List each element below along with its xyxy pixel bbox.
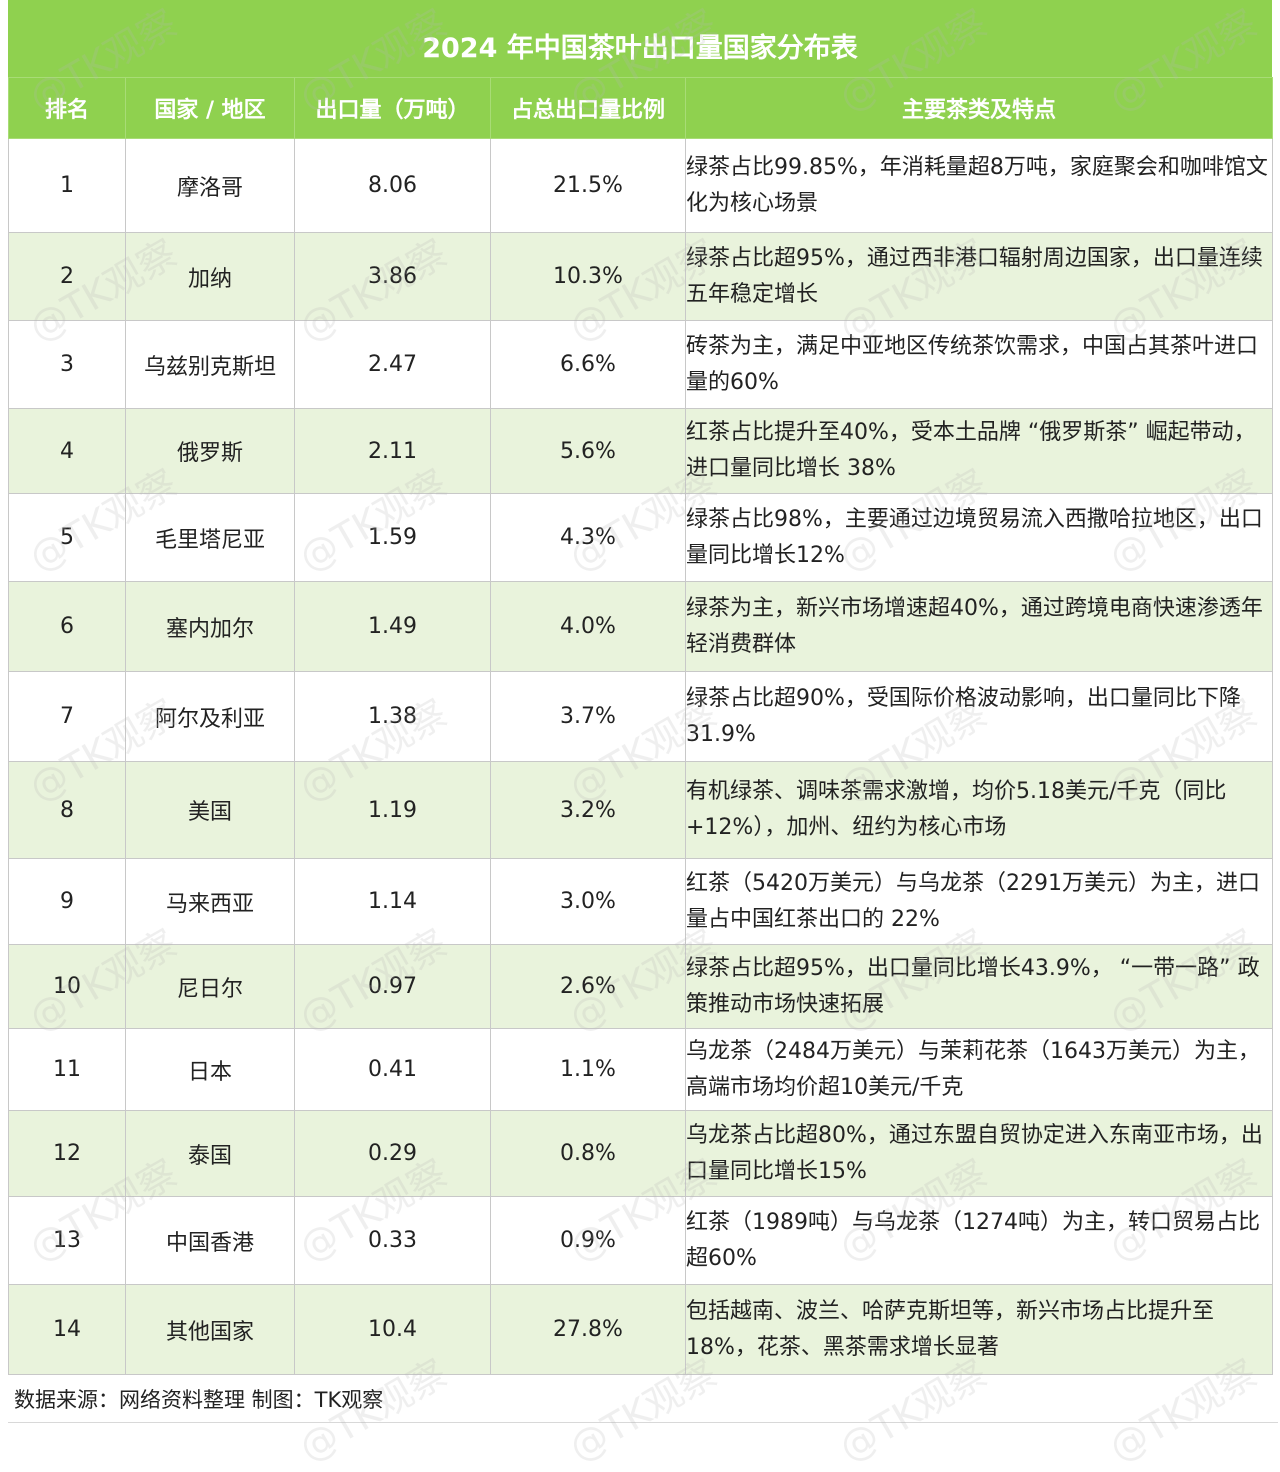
volume-cell: 1.38: [295, 672, 491, 762]
features-cell: 绿茶占比超95%，通过西非港口辐射周边国家，出口量连续五年稳定增长: [686, 233, 1273, 321]
features-cell: 绿茶占比99.85%，年消耗量超8万吨，家庭聚会和咖啡馆文化为核心场景: [686, 139, 1273, 233]
share-cell: 6.6%: [491, 321, 686, 409]
table-row: 2 加纳 3.86 10.3% 绿茶占比超95%，通过西非港口辐射周边国家，出口量连续五…: [9, 233, 1273, 321]
header-row: 排名 国家 / 地区 出口量（万吨） 占总出口量比例 主要茶类及特点: [9, 78, 1273, 139]
features-cell: 绿茶为主，新兴市场增速超40%，通过跨境电商快速渗透年轻消费群体: [686, 582, 1273, 672]
table-row: 13 中国香港 0.33 0.9% 红茶（1989吨）与乌龙茶（1274吨）为主，转口贸…: [9, 1197, 1273, 1285]
share-cell: 4.0%: [491, 582, 686, 672]
country-cell: 毛里塔尼亚: [126, 494, 295, 582]
volume-cell: 0.41: [295, 1029, 491, 1111]
volume-cell: 0.97: [295, 945, 491, 1029]
country-cell: 其他国家: [126, 1285, 295, 1375]
rank-cell: 13: [9, 1197, 126, 1285]
volume-cell: 0.29: [295, 1111, 491, 1197]
tea-export-sheet: 2024 年中国茶叶出口量国家分布表 排名 国家 / 地区 出口量（万吨） 占总…: [8, 0, 1272, 1432]
table-row: 10 尼日尔 0.97 2.6% 绿茶占比超95%，出口量同比增长43.9%， “一带一…: [9, 945, 1273, 1029]
features-cell: 包括越南、波兰、哈萨克斯坦等，新兴市场占比提升至18%，花茶、黑茶需求增长显著: [686, 1285, 1273, 1375]
share-cell: 3.7%: [491, 672, 686, 762]
table-row: 11 日本 0.41 1.1% 乌龙茶（2484万美元）与茉莉花茶（1643万美元）为主…: [9, 1029, 1273, 1111]
volume-cell: 1.14: [295, 859, 491, 945]
features-cell: 红茶占比提升至40%，受本土品牌 “俄罗斯茶” 崛起带动，进口量同比增长 38%: [686, 409, 1273, 494]
country-cell: 中国香港: [126, 1197, 295, 1285]
source-footer: 数据来源：网络资料整理 制图：TK观察: [8, 1376, 1278, 1423]
share-cell: 3.2%: [491, 762, 686, 859]
share-cell: 0.9%: [491, 1197, 686, 1285]
country-cell: 乌兹别克斯坦: [126, 321, 295, 409]
volume-cell: 10.4: [295, 1285, 491, 1375]
features-cell: 绿茶占比超90%，受国际价格波动影响，出口量同比下降31.9%: [686, 672, 1273, 762]
share-cell: 21.5%: [491, 139, 686, 233]
country-cell: 马来西亚: [126, 859, 295, 945]
volume-cell: 1.59: [295, 494, 491, 582]
country-cell: 摩洛哥: [126, 139, 295, 233]
rank-cell: 3: [9, 321, 126, 409]
country-cell: 日本: [126, 1029, 295, 1111]
rank-cell: 9: [9, 859, 126, 945]
table-row: 8 美国 1.19 3.2% 有机绿茶、调味茶需求激增，均价5.18美元/千克（同比+1…: [9, 762, 1273, 859]
features-cell: 有机绿茶、调味茶需求激增，均价5.18美元/千克（同比+12%），加州、纽约为核…: [686, 762, 1273, 859]
country-cell: 塞内加尔: [126, 582, 295, 672]
country-cell: 加纳: [126, 233, 295, 321]
table-row: 4 俄罗斯 2.11 5.6% 红茶占比提升至40%，受本土品牌 “俄罗斯茶” 崛起带动…: [9, 409, 1273, 494]
rank-cell: 11: [9, 1029, 126, 1111]
country-cell: 俄罗斯: [126, 409, 295, 494]
features-cell: 绿茶占比超95%，出口量同比增长43.9%， “一带一路” 政策推动市场快速拓展: [686, 945, 1273, 1029]
header-rank: 排名: [9, 78, 126, 139]
features-cell: 砖茶为主，满足中亚地区传统茶饮需求，中国占其茶叶进口量的60%: [686, 321, 1273, 409]
header-volume: 出口量（万吨）: [295, 78, 491, 139]
features-cell: 乌龙茶（2484万美元）与茉莉花茶（1643万美元）为主，高端市场均价超10美元…: [686, 1029, 1273, 1111]
country-cell: 阿尔及利亚: [126, 672, 295, 762]
export-table: 排名 国家 / 地区 出口量（万吨） 占总出口量比例 主要茶类及特点 1 摩洛哥 8…: [8, 77, 1273, 1375]
rank-cell: 7: [9, 672, 126, 762]
header-country: 国家 / 地区: [126, 78, 295, 139]
share-cell: 27.8%: [491, 1285, 686, 1375]
features-cell: 红茶（5420万美元）与乌龙茶（2291万美元）为主，进口量占中国红茶出口的 2…: [686, 859, 1273, 945]
share-cell: 4.3%: [491, 494, 686, 582]
volume-cell: 3.86: [295, 233, 491, 321]
volume-cell: 1.49: [295, 582, 491, 672]
share-cell: 0.8%: [491, 1111, 686, 1197]
rank-cell: 14: [9, 1285, 126, 1375]
volume-cell: 2.11: [295, 409, 491, 494]
table-row: 3 乌兹别克斯坦 2.47 6.6% 砖茶为主，满足中亚地区传统茶饮需求，中国占其茶叶进…: [9, 321, 1273, 409]
rank-cell: 2: [9, 233, 126, 321]
volume-cell: 0.33: [295, 1197, 491, 1285]
volume-cell: 2.47: [295, 321, 491, 409]
country-cell: 尼日尔: [126, 945, 295, 1029]
country-cell: 泰国: [126, 1111, 295, 1197]
table-row: 7 阿尔及利亚 1.38 3.7% 绿茶占比超90%，受国际价格波动影响，出口量同比下降…: [9, 672, 1273, 762]
header-share: 占总出口量比例: [491, 78, 686, 139]
country-cell: 美国: [126, 762, 295, 859]
rank-cell: 12: [9, 1111, 126, 1197]
table-row: 9 马来西亚 1.14 3.0% 红茶（5420万美元）与乌龙茶（2291万美元）为主，…: [9, 859, 1273, 945]
volume-cell: 8.06: [295, 139, 491, 233]
share-cell: 2.6%: [491, 945, 686, 1029]
volume-cell: 1.19: [295, 762, 491, 859]
table-row: 6 塞内加尔 1.49 4.0% 绿茶为主，新兴市场增速超40%，通过跨境电商快速渗透年…: [9, 582, 1273, 672]
share-cell: 10.3%: [491, 233, 686, 321]
table-row: 5 毛里塔尼亚 1.59 4.3% 绿茶占比98%，主要通过边境贸易流入西撒哈拉地区，出…: [9, 494, 1273, 582]
share-cell: 1.1%: [491, 1029, 686, 1111]
share-cell: 5.6%: [491, 409, 686, 494]
header-features: 主要茶类及特点: [686, 78, 1273, 139]
rank-cell: 4: [9, 409, 126, 494]
share-cell: 3.0%: [491, 859, 686, 945]
table-row: 14 其他国家 10.4 27.8% 包括越南、波兰、哈萨克斯坦等，新兴市场占比提升至1…: [9, 1285, 1273, 1375]
rank-cell: 8: [9, 762, 126, 859]
table-row: 12 泰国 0.29 0.8% 乌龙茶占比超80%，通过东盟自贸协定进入东南亚市场，出口…: [9, 1111, 1273, 1197]
rank-cell: 10: [9, 945, 126, 1029]
features-cell: 绿茶占比98%，主要通过边境贸易流入西撒哈拉地区，出口量同比增长12%: [686, 494, 1273, 582]
rank-cell: 6: [9, 582, 126, 672]
rank-cell: 5: [9, 494, 126, 582]
rank-cell: 1: [9, 139, 126, 233]
features-cell: 红茶（1989吨）与乌龙茶（1274吨）为主，转口贸易占比超60%: [686, 1197, 1273, 1285]
table-row: 1 摩洛哥 8.06 21.5% 绿茶占比99.85%，年消耗量超8万吨，家庭聚会和咖啡…: [9, 139, 1273, 233]
features-cell: 乌龙茶占比超80%，通过东盟自贸协定进入东南亚市场，出口量同比增长15%: [686, 1111, 1273, 1197]
